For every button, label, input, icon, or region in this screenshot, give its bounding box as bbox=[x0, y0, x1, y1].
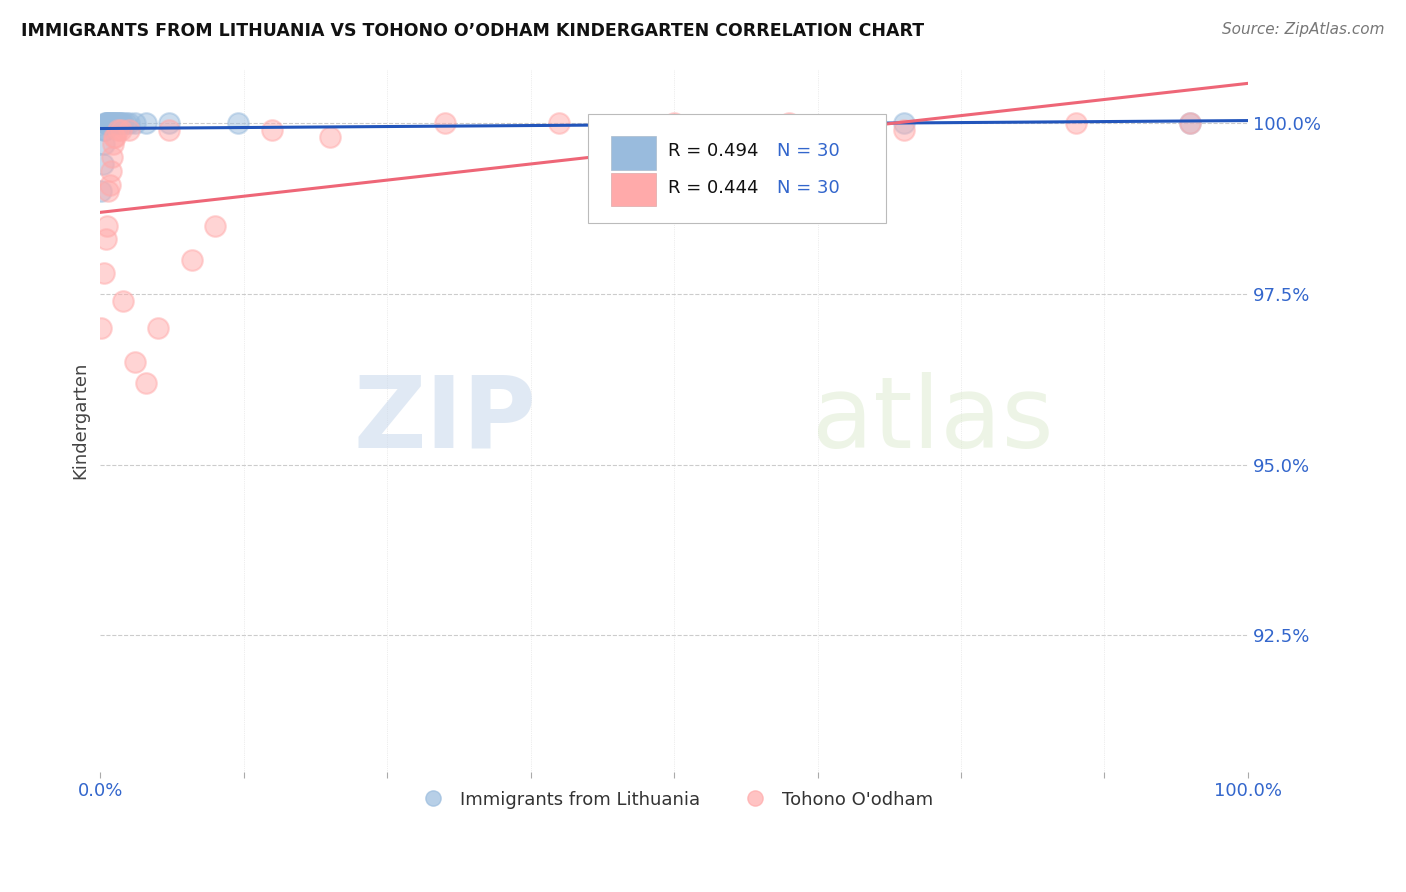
Point bbox=[226, 116, 249, 130]
Point bbox=[107, 116, 129, 130]
Point bbox=[100, 164, 122, 178]
Point bbox=[118, 116, 141, 130]
Text: IMMIGRANTS FROM LITHUANIA VS TOHONO O’ODHAM KINDERGARTEN CORRELATION CHART: IMMIGRANTS FROM LITHUANIA VS TOHONO O’OD… bbox=[21, 22, 924, 40]
Point bbox=[262, 123, 284, 137]
Text: ZIP: ZIP bbox=[353, 372, 537, 469]
Point bbox=[104, 129, 127, 144]
Point bbox=[93, 267, 115, 281]
Point bbox=[98, 178, 121, 192]
Point bbox=[90, 321, 112, 335]
Point bbox=[114, 116, 136, 130]
Point bbox=[181, 252, 204, 267]
Point bbox=[93, 123, 115, 137]
Point bbox=[135, 376, 157, 390]
Point bbox=[105, 116, 128, 130]
Point bbox=[893, 116, 915, 130]
Point bbox=[319, 129, 342, 144]
Text: N = 30: N = 30 bbox=[778, 179, 841, 197]
Point bbox=[94, 232, 117, 246]
Point bbox=[101, 116, 124, 130]
Point bbox=[101, 150, 124, 164]
Point bbox=[124, 355, 146, 369]
Text: N = 30: N = 30 bbox=[778, 142, 841, 160]
Point bbox=[100, 116, 122, 130]
Text: atlas: atlas bbox=[811, 372, 1053, 469]
Point bbox=[110, 116, 132, 130]
Point bbox=[135, 116, 157, 130]
Point bbox=[1180, 116, 1202, 130]
Point bbox=[110, 123, 132, 137]
Point bbox=[112, 293, 135, 308]
Point bbox=[96, 116, 118, 130]
Point bbox=[94, 116, 117, 130]
Point bbox=[94, 123, 117, 137]
Point bbox=[112, 116, 135, 130]
Point bbox=[91, 157, 114, 171]
Point bbox=[104, 116, 127, 130]
Text: R = 0.494: R = 0.494 bbox=[668, 142, 759, 160]
Point bbox=[157, 123, 180, 137]
Point bbox=[97, 116, 120, 130]
Point bbox=[433, 116, 456, 130]
Point bbox=[548, 116, 571, 130]
Point bbox=[1064, 116, 1087, 130]
FancyBboxPatch shape bbox=[612, 173, 655, 206]
Legend: Immigrants from Lithuania, Tohono O'odham: Immigrants from Lithuania, Tohono O'odha… bbox=[408, 783, 941, 816]
FancyBboxPatch shape bbox=[612, 136, 655, 169]
Point bbox=[146, 321, 169, 335]
Point bbox=[124, 116, 146, 130]
Point bbox=[662, 116, 685, 130]
Point bbox=[107, 123, 129, 137]
Text: Source: ZipAtlas.com: Source: ZipAtlas.com bbox=[1222, 22, 1385, 37]
Point bbox=[778, 116, 800, 130]
Point bbox=[90, 185, 112, 199]
Y-axis label: Kindergarten: Kindergarten bbox=[72, 361, 89, 479]
Point bbox=[96, 116, 118, 130]
Point bbox=[97, 185, 120, 199]
Point bbox=[108, 116, 131, 130]
Point bbox=[204, 219, 226, 233]
Point bbox=[98, 116, 121, 130]
Point bbox=[96, 219, 118, 233]
Point bbox=[1180, 116, 1202, 130]
Point bbox=[94, 116, 117, 130]
Text: R = 0.444: R = 0.444 bbox=[668, 179, 759, 197]
Point bbox=[157, 116, 180, 130]
Point bbox=[103, 129, 125, 144]
Point bbox=[107, 116, 129, 130]
Point bbox=[118, 123, 141, 137]
Point bbox=[101, 116, 124, 130]
Point bbox=[893, 123, 915, 137]
Point bbox=[101, 136, 124, 151]
Point bbox=[103, 116, 125, 130]
FancyBboxPatch shape bbox=[588, 114, 886, 223]
Point bbox=[93, 136, 115, 151]
